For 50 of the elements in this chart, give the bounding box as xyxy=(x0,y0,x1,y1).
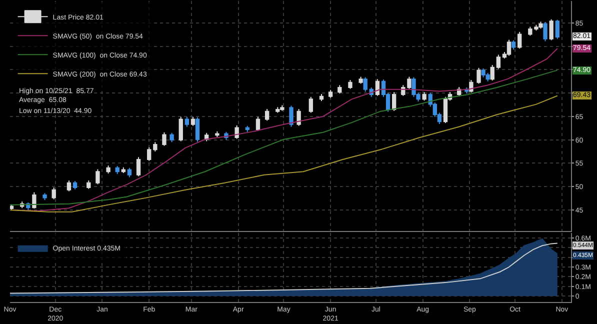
candlestick xyxy=(348,80,352,90)
candlestick xyxy=(308,96,313,114)
candlestick xyxy=(543,22,548,42)
candlestick xyxy=(162,132,166,146)
candlestick xyxy=(86,180,91,190)
candlestick xyxy=(490,64,494,81)
candlestick xyxy=(392,92,396,112)
candlestick xyxy=(506,39,512,56)
candlestick xyxy=(195,116,200,142)
candlestick xyxy=(338,84,342,94)
candlestick xyxy=(496,54,501,70)
candlestick xyxy=(170,132,174,143)
candlestick xyxy=(42,192,47,201)
candlestick xyxy=(518,31,522,50)
candlestick xyxy=(363,76,368,92)
candlestick xyxy=(328,89,333,98)
candlestick xyxy=(106,165,110,174)
candlestick xyxy=(256,116,260,132)
candlestick xyxy=(319,94,324,102)
candlestick xyxy=(289,105,294,128)
candlestick xyxy=(549,18,554,41)
candlestick xyxy=(153,142,158,152)
candlestick xyxy=(555,19,560,40)
candlestick xyxy=(190,116,196,126)
candlestick xyxy=(264,108,270,122)
candlestick xyxy=(234,124,239,140)
candlestick xyxy=(296,108,301,126)
candlestick xyxy=(147,146,152,162)
candlestick xyxy=(10,204,14,210)
candlestick xyxy=(358,76,363,84)
candlestick xyxy=(476,67,481,84)
candlestick xyxy=(121,166,126,174)
line-series xyxy=(10,70,558,206)
candlestick xyxy=(127,167,132,178)
candlestick xyxy=(115,166,120,174)
candlestick xyxy=(215,130,220,138)
candlestick xyxy=(66,180,72,192)
line-series xyxy=(10,95,558,212)
candlestick xyxy=(422,92,426,102)
candlestick xyxy=(511,40,516,50)
candlestick xyxy=(136,156,141,177)
candlestick xyxy=(407,76,412,90)
candlestick xyxy=(443,96,448,124)
candlestick xyxy=(184,116,190,128)
candlestick xyxy=(245,125,250,132)
candlestick xyxy=(178,116,183,142)
candlestick xyxy=(72,180,78,190)
candlestick xyxy=(96,168,100,185)
candlestick xyxy=(32,192,36,210)
candlestick xyxy=(52,187,56,200)
